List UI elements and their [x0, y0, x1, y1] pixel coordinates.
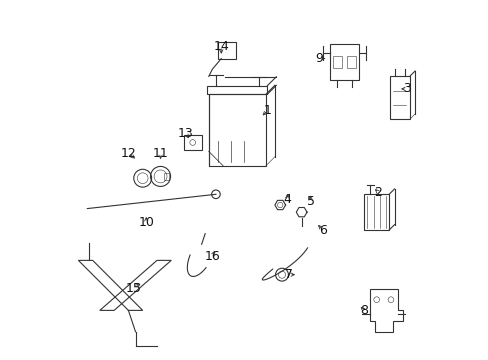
Text: 5: 5	[306, 195, 314, 208]
Text: 14: 14	[213, 40, 229, 53]
Bar	[183, 135, 201, 150]
Text: 10: 10	[138, 216, 154, 229]
Bar	[217, 42, 235, 59]
Text: 1: 1	[263, 104, 271, 117]
Text: 3: 3	[402, 82, 410, 95]
Text: 11: 11	[152, 147, 168, 160]
Text: 8: 8	[360, 304, 367, 317]
Text: 13: 13	[177, 127, 193, 140]
Text: 9: 9	[315, 52, 323, 65]
Text: 2: 2	[374, 186, 382, 199]
Text: 4: 4	[283, 193, 291, 206]
Text: 6: 6	[319, 224, 326, 237]
Bar	[164, 173, 169, 180]
Text: 12: 12	[120, 147, 136, 160]
Text: 7: 7	[285, 268, 292, 281]
Text: 15: 15	[125, 283, 142, 296]
Text: 16: 16	[204, 250, 220, 263]
